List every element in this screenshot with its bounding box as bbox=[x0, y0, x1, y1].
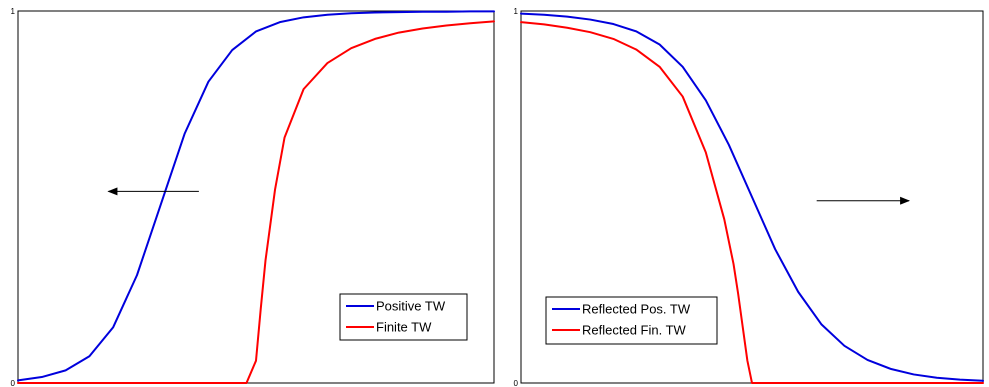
series-line-2 bbox=[17, 20, 495, 384]
y-tick-label: 0 bbox=[514, 379, 519, 387]
y-tick-label: 1 bbox=[11, 7, 16, 16]
y-tick-label: 1 bbox=[514, 7, 519, 16]
legend-label-2: Finite TW bbox=[376, 320, 432, 335]
series-line-1 bbox=[17, 10, 495, 382]
legend-label-2: Reflected Fin. TW bbox=[582, 323, 687, 338]
legend-label-1: Positive TW bbox=[376, 299, 446, 314]
y-tick-label: 0 bbox=[11, 379, 16, 387]
legend-box bbox=[339, 293, 468, 341]
legend-label-1: Reflected Pos. TW bbox=[582, 302, 691, 317]
chart-panel-2: 0 1 Reflected Pos. TW Reflected Fin. TW bbox=[514, 7, 984, 387]
legend-box bbox=[545, 296, 718, 345]
chart-panel-1: 0 1 Positive TW Finite TW bbox=[11, 7, 495, 387]
legend: Positive TW Finite TW bbox=[339, 293, 468, 341]
series-line-1 bbox=[520, 12, 984, 382]
series-line-2 bbox=[520, 21, 984, 384]
legend: Reflected Pos. TW Reflected Fin. TW bbox=[545, 296, 718, 345]
